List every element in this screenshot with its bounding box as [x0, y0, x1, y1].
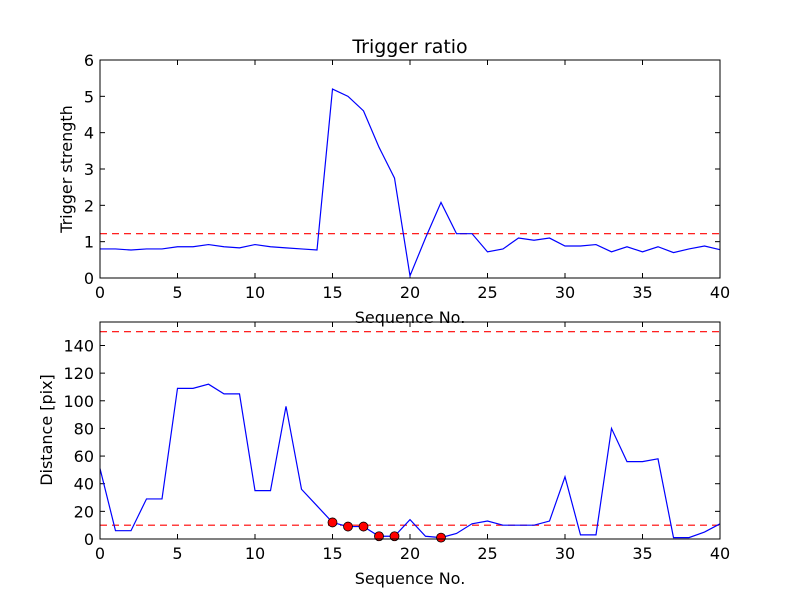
- data-point-marker: [389, 531, 400, 542]
- y-tick-label: 80: [74, 419, 94, 438]
- x-tick-label: 35: [632, 544, 652, 563]
- y-tick-label: 60: [74, 447, 94, 466]
- chart-title: Trigger ratio: [351, 36, 467, 58]
- y-tick-label: 3: [84, 160, 94, 179]
- trigger-ratio-plot: Trigger ratio Trigger strength Sequence …: [57, 36, 730, 327]
- data-point-marker: [436, 532, 446, 543]
- x-tick-label: 40: [710, 544, 730, 563]
- x-tick-label: 0: [95, 544, 105, 563]
- x-tick-label: 25: [477, 544, 497, 563]
- y-axis-label: Distance [pix]: [37, 374, 56, 486]
- y-tick-label: 1: [84, 233, 94, 252]
- x-tick-label: 30: [555, 283, 575, 302]
- x-tick-label: 40: [710, 283, 730, 302]
- x-tick-label: 30: [555, 544, 575, 563]
- x-tick-label: 5: [172, 283, 182, 302]
- x-tick-label: 15: [322, 544, 342, 563]
- x-tick-label: 25: [477, 283, 497, 302]
- x-tick-label: 20: [400, 544, 420, 563]
- y-tick-label: 40: [74, 475, 94, 494]
- data-point-marker: [374, 531, 384, 542]
- x-tick-label: 10: [245, 544, 265, 563]
- plot-frame: [99, 321, 721, 540]
- y-tick-label: 120: [63, 364, 94, 383]
- y-tick-label: 6: [84, 51, 94, 70]
- y-tick-label: 5: [84, 87, 94, 106]
- x-axis-label: Sequence No.: [355, 569, 466, 588]
- y-tick-label: 2: [84, 196, 94, 215]
- y-tick-label: 140: [63, 336, 94, 355]
- x-tick-label: 0: [95, 283, 105, 302]
- plot-frame: [99, 59, 721, 279]
- x-tick-label: 20: [400, 283, 420, 302]
- y-tick-label: 100: [63, 392, 94, 411]
- y-tick-label: 0: [84, 269, 94, 288]
- x-tick-label: 10: [245, 283, 265, 302]
- data-point-marker: [343, 521, 353, 532]
- data-point-marker: [358, 521, 369, 532]
- distance-plot: Distance [pix] Sequence No. 0 5 10 15 20 25 30…: [37, 321, 730, 588]
- x-tick-label: 35: [632, 283, 652, 302]
- x-tick-label: 15: [322, 283, 342, 302]
- series-line: [100, 88, 721, 279]
- data-point-marker: [327, 517, 338, 528]
- plot-area: 0 5 10 15 20 25 30 35 40 0 1 2 3 4 5 6: [84, 51, 730, 302]
- y-tick-label: 20: [74, 502, 94, 521]
- series-line: [99, 383, 721, 539]
- y-tick-label: 0: [84, 530, 94, 549]
- x-tick-label: 5: [172, 544, 182, 563]
- y-tick-label: 4: [84, 124, 94, 143]
- y-axis-label: Trigger strength: [57, 105, 76, 234]
- plot-area: 0 5 10 15 20 25 30 35 40 0 20 40 60 80 100 120 140: [63, 322, 730, 563]
